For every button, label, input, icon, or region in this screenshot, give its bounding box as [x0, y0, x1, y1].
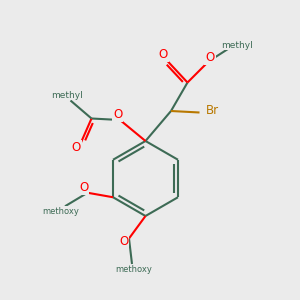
Text: O: O — [72, 141, 81, 154]
Text: O: O — [113, 108, 122, 121]
Text: methyl: methyl — [221, 40, 253, 50]
Text: Br: Br — [206, 104, 219, 118]
Text: methoxy: methoxy — [42, 207, 79, 216]
Text: O: O — [206, 51, 214, 64]
Text: O: O — [79, 181, 88, 194]
Text: methoxy: methoxy — [115, 266, 152, 274]
Text: O: O — [159, 48, 168, 61]
Text: methyl: methyl — [52, 91, 83, 100]
Text: O: O — [119, 235, 128, 248]
